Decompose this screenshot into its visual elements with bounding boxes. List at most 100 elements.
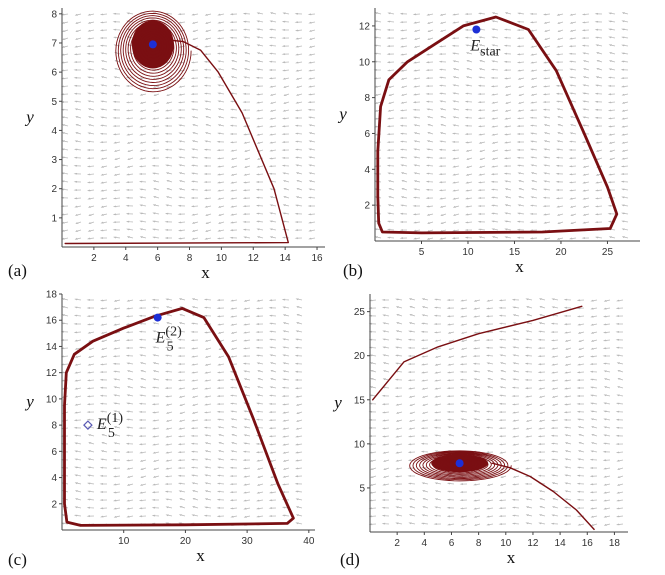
field-arrow (242, 467, 251, 470)
field-arrow (539, 506, 546, 509)
field-arrow (268, 77, 277, 80)
field-arrow (166, 419, 173, 422)
field-arrow (446, 482, 455, 485)
x-axis-label: x (196, 546, 205, 565)
field-arrow (152, 228, 160, 231)
field-arrow (230, 173, 238, 176)
field-arrow (308, 61, 316, 64)
field-arrow (386, 164, 395, 167)
field-arrow (542, 196, 551, 199)
field-arrow (607, 85, 616, 87)
field-arrow (511, 386, 520, 389)
field-arrow (512, 427, 520, 430)
field-arrow (543, 180, 551, 183)
field-arrow (590, 331, 598, 334)
field-arrow (229, 36, 238, 39)
field-arrow (438, 173, 447, 176)
field-arrow (256, 44, 264, 47)
field-arrow (485, 323, 494, 326)
field-arrow (503, 36, 512, 39)
field-arrow (452, 116, 460, 119)
field-arrow (152, 378, 160, 381)
field-arrow (87, 108, 95, 111)
field-arrow (615, 307, 624, 310)
field-arrow (616, 507, 624, 510)
field-arrow (577, 523, 585, 526)
field-arrow (113, 442, 121, 445)
field-arrow (434, 387, 442, 390)
field-arrow (281, 37, 290, 39)
field-arrow (151, 157, 160, 160)
field-arrow (491, 220, 499, 223)
field-arrow (498, 299, 507, 302)
field-arrow (413, 229, 421, 232)
field-arrow (564, 379, 572, 382)
field-arrow (152, 220, 160, 223)
field-arrow (537, 459, 546, 461)
field-arrow (569, 76, 577, 79)
field-arrow (139, 125, 147, 128)
field-arrow (114, 157, 121, 160)
field-arrow (603, 418, 611, 421)
field-arrow (99, 363, 108, 366)
field-arrow (594, 213, 603, 216)
field-arrow (178, 322, 186, 325)
field-arrow (294, 124, 303, 127)
field-arrow (191, 156, 199, 159)
field-arrow (191, 53, 199, 56)
field-arrow (407, 443, 416, 446)
field-arrow (504, 188, 512, 191)
field-arrow (473, 315, 481, 318)
field-arrow (556, 108, 564, 111)
field-arrow (88, 347, 95, 350)
field-arrow (373, 52, 382, 55)
field-arrow (602, 459, 611, 462)
field-arrow (500, 370, 507, 373)
field-arrow (73, 331, 82, 334)
field-arrow (231, 426, 238, 429)
field-arrow (400, 77, 408, 80)
field-arrow (386, 220, 395, 223)
field-arrow (608, 20, 616, 23)
field-arrow (307, 101, 316, 104)
field-arrow (191, 371, 199, 374)
field-arrow (100, 197, 108, 200)
field-arrow (408, 514, 416, 517)
field-arrow (485, 346, 494, 349)
field-arrow (477, 205, 485, 207)
field-arrow (256, 12, 264, 15)
field-arrow (491, 165, 499, 168)
field-arrow (538, 419, 546, 422)
field-arrow (564, 458, 572, 461)
field-arrow (565, 347, 572, 350)
field-arrow (473, 402, 481, 405)
field-arrow (590, 394, 598, 397)
field-arrow (308, 77, 316, 80)
field-arrow (578, 434, 585, 437)
field-arrow (477, 189, 486, 192)
field-arrow (268, 443, 277, 446)
field-arrow (452, 92, 460, 95)
field-arrow (268, 507, 277, 510)
field-arrow (204, 403, 212, 406)
field-arrow (216, 474, 225, 477)
field-arrow (621, 12, 629, 15)
field-arrow (438, 68, 447, 71)
field-arrow (530, 132, 538, 135)
field-arrow (395, 451, 403, 454)
field-arrow (530, 85, 538, 88)
field-arrow (217, 132, 225, 135)
field-arrow (127, 149, 134, 152)
field-arrow (409, 314, 416, 317)
x-tick-label: 16 (582, 538, 594, 549)
field-arrow (86, 181, 95, 184)
field-arrow (61, 172, 69, 175)
field-arrow (138, 411, 147, 413)
field-arrow (255, 346, 264, 349)
field-arrow (269, 157, 277, 160)
field-arrow (268, 306, 277, 309)
field-arrow (409, 306, 416, 309)
field-arrow (308, 148, 316, 151)
